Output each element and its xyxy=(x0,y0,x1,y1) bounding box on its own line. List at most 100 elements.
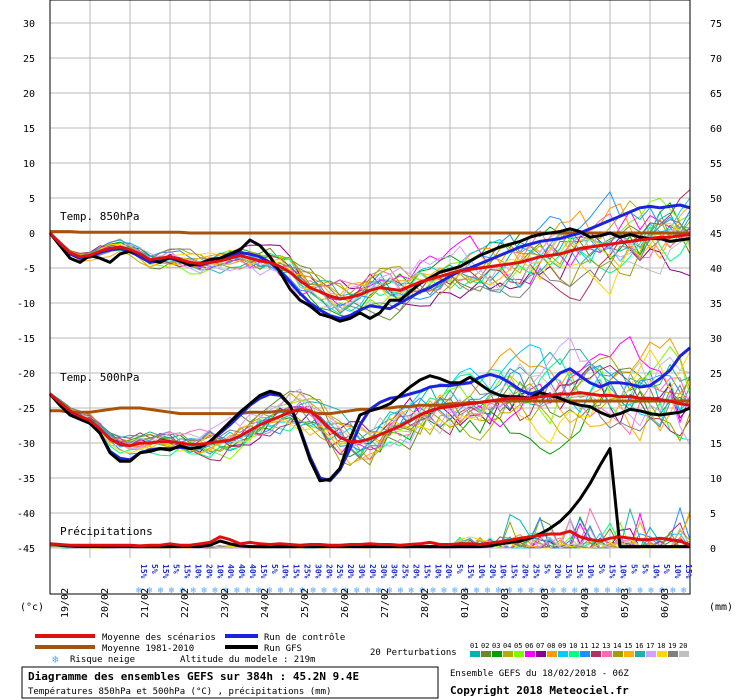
snowflake-icon: ❄ xyxy=(365,586,371,596)
snowflake-icon: ❄ xyxy=(191,586,197,596)
snowflake-icon: ❄ xyxy=(670,586,676,596)
snowflake-icon: ❄ xyxy=(180,586,186,596)
perturb-number: 10 xyxy=(569,642,577,650)
snowflake-icon: ❄ xyxy=(528,586,534,596)
snowflake-icon: ❄ xyxy=(387,586,393,596)
right-tick-label: 10 xyxy=(710,474,722,485)
snowflake-icon: ❄ xyxy=(321,586,327,596)
day-label: 05/03 xyxy=(620,588,631,618)
perturbation-line-850 xyxy=(49,190,691,311)
legend-clim-label: Moyenne 1981-2010 xyxy=(102,644,194,654)
chart-subtitle: Températures 850hPa et 500hPa (°C) , pré… xyxy=(28,686,331,697)
perturb-swatch xyxy=(613,651,623,657)
snow-risk-value: 20% xyxy=(346,564,355,579)
left-tick-label: 0 xyxy=(29,229,35,240)
day-label: 04/03 xyxy=(580,588,591,618)
perturb-swatch xyxy=(470,651,480,657)
snow-risk-value: 5% xyxy=(172,564,181,574)
left-tick-label: 30 xyxy=(23,19,35,30)
day-label: 25/02 xyxy=(300,588,311,618)
t500-label: Temp. 500hPa xyxy=(60,371,139,384)
perturbation-line-500 xyxy=(49,356,691,447)
left-tick-label: -25 xyxy=(17,404,35,415)
snow-risk-value: 15% xyxy=(466,564,475,579)
snow-risk-value: 10% xyxy=(194,564,203,579)
day-label: 20/02 xyxy=(100,588,111,618)
day-label: 23/02 xyxy=(220,588,231,618)
right-tick-label: 60 xyxy=(710,124,722,135)
snowflake-icon: ❄ xyxy=(147,586,153,596)
snow-risk-value: 20% xyxy=(324,564,333,579)
run-info: Ensemble GEFS du 18/02/2018 - 06Z xyxy=(450,669,629,679)
snowflake-icon: ❄ xyxy=(594,586,600,596)
snowflake-icon: ❄ xyxy=(245,586,251,596)
left-tick-label: 25 xyxy=(23,54,35,65)
snow-risk-value: 25% xyxy=(531,564,540,579)
snow-risk-value: 5% xyxy=(542,564,551,574)
perturbation-line-500 xyxy=(49,375,691,465)
snowflake-icon: ❄ xyxy=(419,586,425,596)
snow-risk-value: 20% xyxy=(412,564,421,579)
snow-risk-value: 10% xyxy=(281,564,290,579)
snow-risk-value: 10% xyxy=(651,564,660,579)
left-tick-label: 10 xyxy=(23,159,35,170)
snow-risk-value: 10% xyxy=(215,564,224,579)
perturb-number: 04 xyxy=(503,642,511,650)
right-tick-label: 65 xyxy=(710,89,722,100)
snowflake-icon: ❄ xyxy=(332,586,338,596)
snowflake-icon: ❄ xyxy=(474,586,480,596)
snow-risk-value: 20% xyxy=(553,564,562,579)
snowflake-icon: ❄ xyxy=(605,586,611,596)
perturb-swatch xyxy=(635,651,645,657)
perturb-swatch xyxy=(580,651,590,657)
day-label: 19/02 xyxy=(60,588,71,618)
snow-risk-value: 5% xyxy=(270,564,279,574)
left-tick-label: 20 xyxy=(23,89,35,100)
perturb-swatch xyxy=(503,651,513,657)
snowflake-icon: ❄ xyxy=(452,586,458,596)
snow-risk-value: 10% xyxy=(477,564,486,579)
snow-risk-value: 15% xyxy=(608,564,617,579)
perturb-number: 03 xyxy=(492,642,500,650)
snowflake-icon: ❄ xyxy=(496,586,502,596)
perturb-number: 07 xyxy=(536,642,544,650)
snow-risk-value: 10% xyxy=(586,564,595,579)
t850-label: Temp. 850hPa xyxy=(60,210,139,223)
left-tick-label: -20 xyxy=(17,369,35,380)
snow-risk-value: 30% xyxy=(313,564,322,579)
perturb-number: 14 xyxy=(613,642,621,650)
legend-mean-label: Moyenne des scénarios xyxy=(102,632,216,643)
snow-risk-value: 10% xyxy=(499,564,508,579)
perturb-number: 18 xyxy=(657,642,665,650)
right-tick-label: 5 xyxy=(710,509,716,520)
snowflake-icon: ❄ xyxy=(158,586,164,596)
snow-risk-value: 10% xyxy=(619,564,628,579)
right-tick-label: 35 xyxy=(710,299,722,310)
perturb-swatch xyxy=(624,651,634,657)
day-label: 27/02 xyxy=(380,588,391,618)
snow-risk-value: 15% xyxy=(183,564,192,579)
snow-risk-value: 5% xyxy=(662,564,671,574)
snowflake-icon: ❄ xyxy=(398,586,404,596)
perturb-number: 09 xyxy=(558,642,566,650)
snow-risk-value: 15% xyxy=(259,564,268,579)
left-tick-label: -30 xyxy=(17,439,35,450)
snow-risk-value: 5% xyxy=(597,564,606,574)
left-tick-label: -40 xyxy=(17,509,35,520)
snow-risk-value: 30% xyxy=(379,564,388,579)
altitude-text: Altitude du modele : 219m xyxy=(180,655,315,665)
snowflake-icon: ❄ xyxy=(539,586,545,596)
snowflake-icon: ❄ xyxy=(136,586,142,596)
day-label: 06/03 xyxy=(660,588,671,618)
perturb-swatch xyxy=(646,651,656,657)
day-label: 02/03 xyxy=(500,588,511,618)
perturb-swatch xyxy=(591,651,601,657)
snow-risk-value: 20% xyxy=(488,564,497,579)
right-tick-label: 45 xyxy=(710,229,722,240)
snow-risk-value: 10% xyxy=(673,564,682,579)
snowflake-icon: ❄ xyxy=(310,586,316,596)
left-unit-label: (°c) xyxy=(20,602,44,613)
snow-risk-value: 25% xyxy=(335,564,344,579)
